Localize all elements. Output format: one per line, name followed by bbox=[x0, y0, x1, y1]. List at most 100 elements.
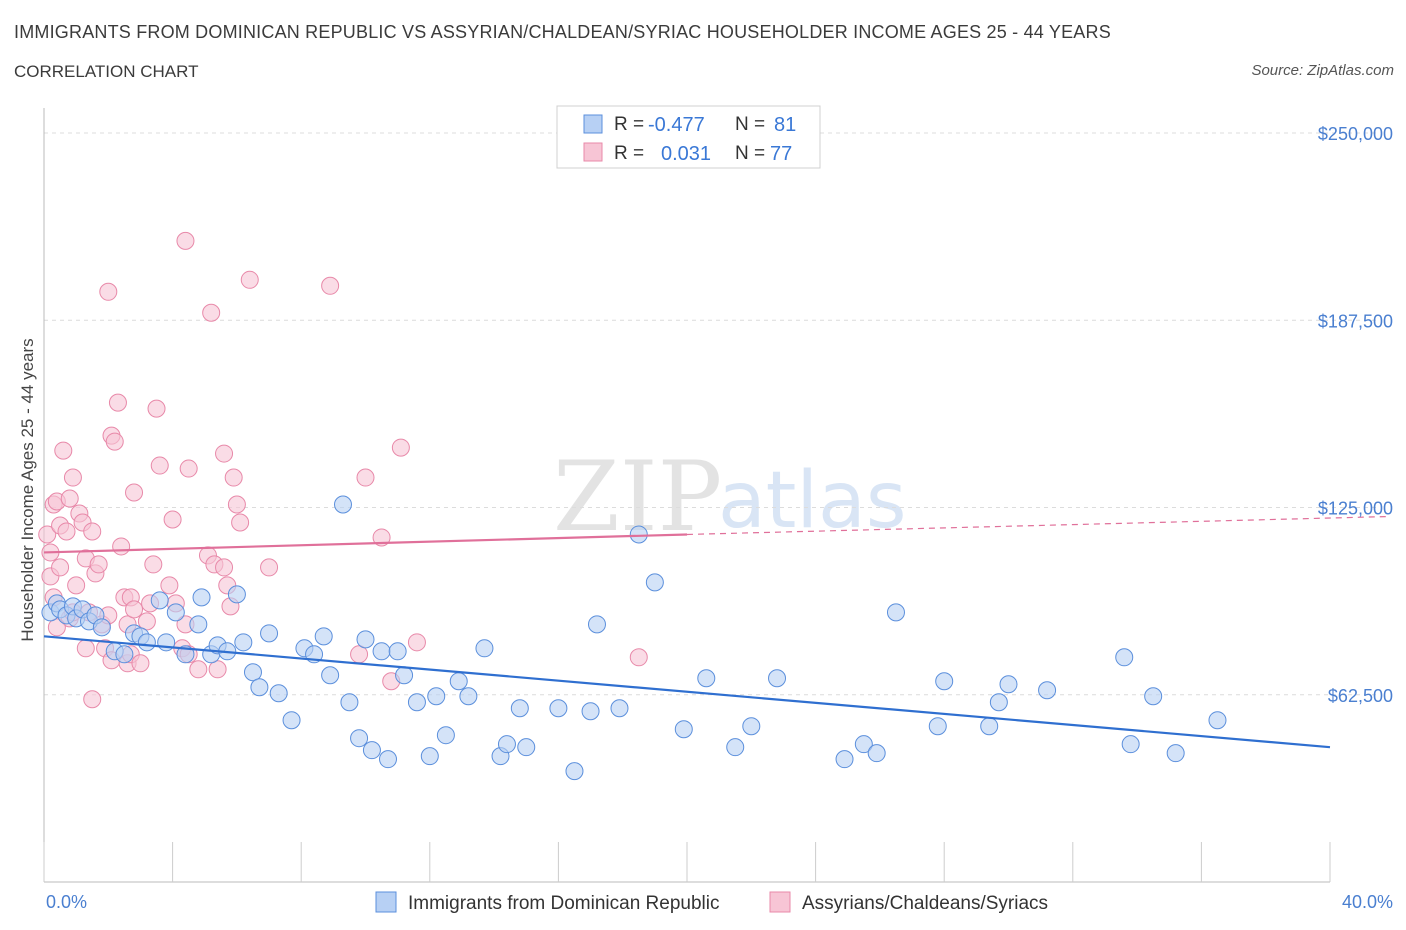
blue-point bbox=[928, 717, 947, 736]
pink-point bbox=[208, 660, 227, 679]
pink-point bbox=[629, 648, 648, 667]
blue-point bbox=[867, 744, 886, 763]
blue-point bbox=[407, 693, 426, 712]
pink-point bbox=[137, 612, 156, 631]
y-tick-label-0: $62,500 bbox=[1328, 686, 1393, 706]
pink-point bbox=[356, 468, 375, 487]
pink-point bbox=[67, 576, 86, 595]
blue-point bbox=[459, 687, 478, 706]
blue-point bbox=[935, 672, 954, 691]
pink-point bbox=[202, 303, 221, 322]
pink-point bbox=[147, 399, 166, 418]
pink-point bbox=[125, 600, 144, 619]
blue-point bbox=[192, 588, 211, 607]
legend-pink-r-value: 0.031 bbox=[661, 143, 711, 165]
blue-point bbox=[379, 750, 398, 769]
legend-blue-swatch bbox=[583, 114, 603, 134]
blue-point bbox=[395, 666, 414, 685]
pink-point bbox=[215, 444, 234, 463]
blue-point bbox=[137, 633, 156, 652]
blue-point bbox=[1121, 735, 1140, 754]
pink-point bbox=[176, 231, 195, 250]
blue-point bbox=[260, 624, 279, 643]
y-tick-label-2: $187,500 bbox=[1318, 311, 1393, 331]
pink-point bbox=[391, 438, 410, 457]
blue-point bbox=[610, 699, 629, 718]
blue-point bbox=[282, 711, 301, 730]
blue-point bbox=[372, 642, 391, 661]
correlation-legend: R = -0.477 N = 81 R = 0.031 N = 77 bbox=[556, 105, 821, 169]
blue-point bbox=[362, 741, 381, 760]
blue-point bbox=[449, 672, 468, 691]
blue-point bbox=[475, 639, 494, 658]
pink-point bbox=[163, 510, 182, 529]
pink-point bbox=[125, 483, 144, 502]
pink-point bbox=[63, 468, 82, 487]
pink-point bbox=[108, 393, 127, 412]
blue-point bbox=[549, 699, 568, 718]
blue-point bbox=[1144, 687, 1163, 706]
pink-point bbox=[54, 441, 73, 460]
blue-point bbox=[150, 591, 169, 610]
blue-point bbox=[565, 762, 584, 781]
series-legend: Immigrants from Dominican Republic Assyr… bbox=[375, 891, 1048, 914]
legend-blue-r-label: R = bbox=[614, 114, 644, 135]
x-tick-label-1: 40.0% bbox=[1342, 892, 1393, 912]
blue-point bbox=[1208, 711, 1227, 730]
pink-trend-line-dashed bbox=[686, 515, 1391, 536]
blue-series-points bbox=[41, 495, 1227, 781]
pink-point bbox=[150, 456, 169, 475]
pink-point bbox=[372, 528, 391, 547]
pink-point bbox=[51, 558, 70, 577]
blue-point bbox=[436, 726, 455, 745]
blue-point bbox=[768, 669, 787, 688]
blue-point bbox=[388, 642, 407, 661]
pink-point bbox=[83, 522, 102, 541]
blue-point bbox=[1115, 648, 1134, 667]
blue-point bbox=[581, 702, 600, 721]
y-axis-label: Householder Income Ages 25 - 44 years bbox=[18, 338, 37, 641]
pink-point bbox=[112, 537, 131, 556]
pink-point bbox=[224, 468, 243, 487]
blue-point bbox=[697, 669, 716, 688]
blue-point bbox=[321, 666, 340, 685]
y-tick-label-3: $250,000 bbox=[1318, 124, 1393, 144]
pink-trend-line bbox=[43, 533, 688, 554]
blue-point bbox=[726, 738, 745, 757]
blue-point bbox=[1166, 744, 1185, 763]
chart-title: IMMIGRANTS FROM DOMINICAN REPUBLIC VS AS… bbox=[14, 22, 1111, 42]
y-tick-label-1: $125,000 bbox=[1318, 499, 1393, 519]
pink-point bbox=[76, 639, 95, 658]
x-tick-label-0: 0.0% bbox=[46, 892, 87, 912]
blue-point bbox=[176, 645, 195, 664]
pink-point bbox=[47, 618, 66, 637]
pink-point bbox=[38, 525, 57, 544]
blue-point bbox=[674, 720, 693, 739]
pink-point bbox=[215, 558, 234, 577]
bottom-legend-pink-label: Assyrians/Chaldeans/Syriacs bbox=[802, 893, 1048, 914]
pink-point bbox=[189, 660, 208, 679]
gridlines bbox=[44, 132, 1380, 696]
blue-point bbox=[269, 684, 288, 703]
pink-point bbox=[83, 690, 102, 709]
pink-point bbox=[57, 522, 76, 541]
pink-point bbox=[231, 513, 250, 532]
blue-point bbox=[356, 630, 375, 649]
pink-point bbox=[131, 654, 150, 673]
pink-point bbox=[407, 633, 426, 652]
blue-point bbox=[427, 687, 446, 706]
blue-point bbox=[742, 717, 761, 736]
pink-point bbox=[60, 489, 79, 508]
source-credit: Source: ZipAtlas.com bbox=[1251, 62, 1394, 79]
legend-pink-n-value: 77 bbox=[770, 143, 792, 165]
blue-point bbox=[999, 675, 1018, 694]
blue-point bbox=[497, 735, 516, 754]
blue-point bbox=[189, 615, 208, 634]
pink-point bbox=[240, 270, 259, 289]
blue-point bbox=[645, 573, 664, 592]
pink-point bbox=[260, 558, 279, 577]
blue-point bbox=[886, 603, 905, 622]
pink-point bbox=[105, 432, 124, 451]
legend-pink-n-label: N = bbox=[735, 143, 765, 164]
